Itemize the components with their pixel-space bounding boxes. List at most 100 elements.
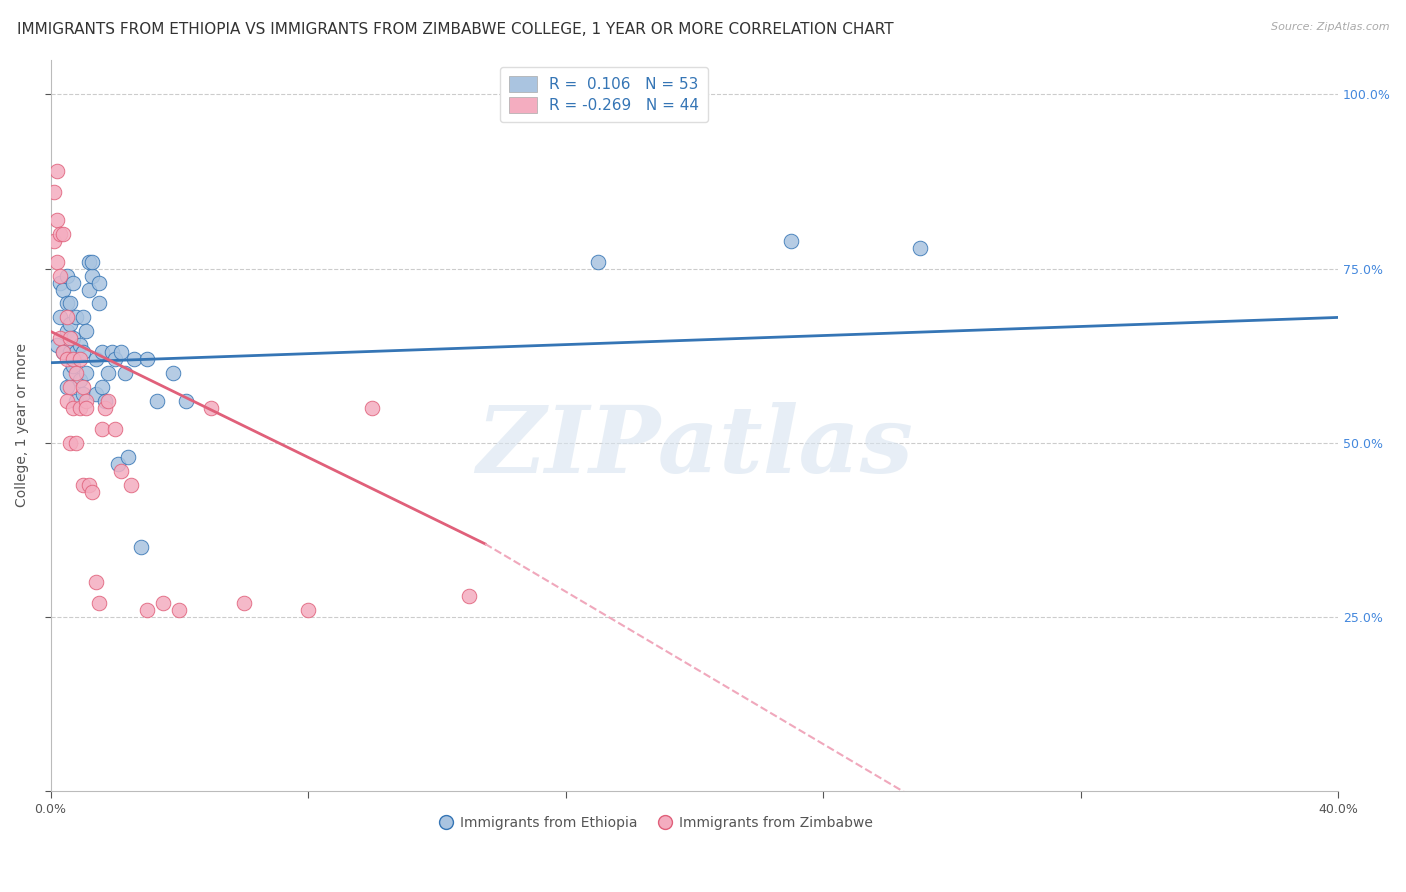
Point [49, 268, 72, 283]
Point [55, 268, 77, 283]
Point [55, 310, 77, 325]
Point [52, 283, 75, 297]
Point [104, 352, 127, 367]
Point [62, 331, 84, 345]
Point [46, 212, 69, 227]
Point [94, 394, 117, 409]
Point [110, 345, 132, 359]
Point [46, 338, 69, 352]
Point [72, 380, 94, 394]
Point [232, 596, 254, 610]
Point [55, 324, 77, 338]
Point [77, 283, 100, 297]
Point [49, 276, 72, 290]
Point [59, 331, 82, 345]
Text: IMMIGRANTS FROM ETHIOPIA VS IMMIGRANTS FROM ZIMBABWE COLLEGE, 1 YEAR OR MORE COR: IMMIGRANTS FROM ETHIOPIA VS IMMIGRANTS F… [17, 22, 893, 37]
Point [42, 185, 65, 199]
Point [59, 296, 82, 310]
Legend: Immigrants from Ethiopia, Immigrants from Zimbabwe: Immigrants from Ethiopia, Immigrants fro… [433, 811, 879, 836]
Point [75, 401, 97, 415]
Point [87, 296, 110, 310]
Point [55, 296, 77, 310]
Point [52, 345, 75, 359]
Point [49, 310, 72, 325]
Point [75, 366, 97, 380]
Point [145, 394, 167, 409]
Point [55, 394, 77, 409]
Point [152, 596, 174, 610]
Point [72, 387, 94, 401]
Y-axis label: College, 1 year or more: College, 1 year or more [15, 343, 30, 508]
Point [69, 401, 91, 415]
Point [780, 234, 803, 248]
Point [100, 345, 122, 359]
Point [91, 380, 114, 394]
Point [94, 401, 117, 415]
Point [87, 276, 110, 290]
Point [62, 352, 84, 367]
Point [52, 227, 75, 241]
Point [65, 345, 87, 359]
Point [59, 345, 82, 359]
Point [120, 477, 142, 491]
Point [97, 394, 120, 409]
Point [297, 603, 319, 617]
Point [49, 331, 72, 345]
Point [361, 401, 384, 415]
Point [162, 366, 184, 380]
Point [59, 435, 82, 450]
Point [52, 345, 75, 359]
Point [77, 254, 100, 268]
Point [55, 352, 77, 367]
Point [55, 380, 77, 394]
Point [458, 589, 481, 603]
Point [117, 450, 139, 464]
Point [169, 603, 191, 617]
Point [110, 464, 132, 478]
Point [42, 234, 65, 248]
Point [72, 477, 94, 491]
Point [84, 575, 107, 590]
Point [114, 366, 136, 380]
Point [91, 345, 114, 359]
Text: ZIPatlas: ZIPatlas [475, 402, 912, 492]
Point [136, 352, 159, 367]
Point [136, 603, 159, 617]
Text: Source: ZipAtlas.com: Source: ZipAtlas.com [1271, 22, 1389, 32]
Point [46, 254, 69, 268]
Point [59, 380, 82, 394]
Point [107, 457, 129, 471]
Point [82, 254, 104, 268]
Point [75, 394, 97, 409]
Point [122, 352, 145, 367]
Point [72, 345, 94, 359]
Point [65, 310, 87, 325]
Point [65, 435, 87, 450]
Point [69, 338, 91, 352]
Point [62, 401, 84, 415]
Point [84, 352, 107, 367]
Point [49, 227, 72, 241]
Point [62, 276, 84, 290]
Point [82, 484, 104, 499]
Point [586, 254, 609, 268]
Point [65, 394, 87, 409]
Point [174, 394, 197, 409]
Point [69, 373, 91, 387]
Point [104, 422, 127, 436]
Point [84, 387, 107, 401]
Point [129, 541, 152, 555]
Point [62, 359, 84, 374]
Point [59, 366, 82, 380]
Point [97, 366, 120, 380]
Point [72, 310, 94, 325]
Point [200, 401, 222, 415]
Point [46, 164, 69, 178]
Point [91, 422, 114, 436]
Point [59, 318, 82, 332]
Point [65, 366, 87, 380]
Point [69, 352, 91, 367]
Point [77, 477, 100, 491]
Point [75, 324, 97, 338]
Point [908, 241, 931, 255]
